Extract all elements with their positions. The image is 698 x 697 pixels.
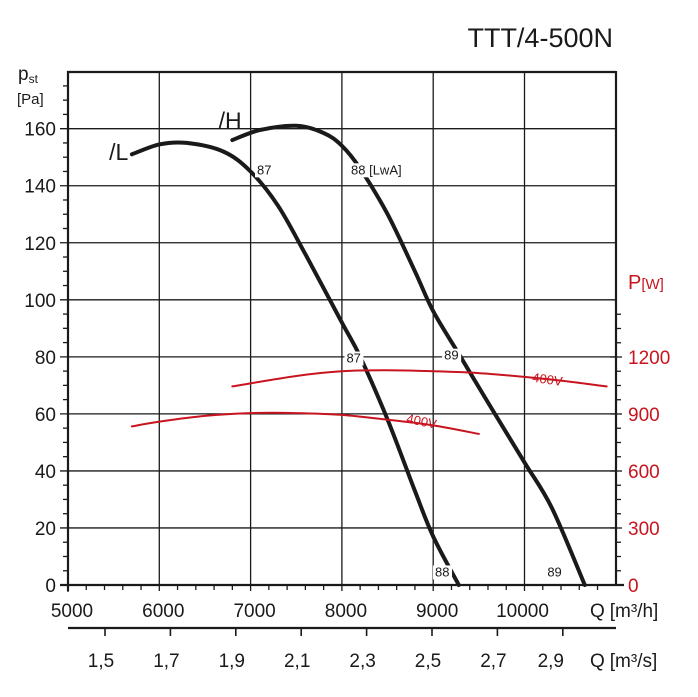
sound-level-label: 89	[547, 564, 561, 579]
sound-level-label: 89	[444, 348, 458, 363]
grid	[60, 72, 616, 591]
y-tick-label: 140	[24, 177, 56, 198]
y-tick-label: 20	[35, 519, 56, 540]
sound-level-label: 87	[346, 351, 360, 366]
y2-tick-label: 0	[628, 576, 639, 597]
x2-tick-label: 2,1	[284, 651, 310, 672]
series-layer	[129, 123, 608, 587]
y-axis-label-sub: st	[29, 72, 39, 86]
y-tick-label: 160	[24, 120, 56, 141]
y-tick-label: 80	[35, 348, 56, 369]
y-tick-label: 120	[24, 234, 56, 255]
y2-tick-label: 1200	[628, 348, 670, 369]
x-tick-label: 7000	[233, 601, 275, 622]
label-background	[433, 565, 453, 580]
y-tick-label: 40	[35, 462, 56, 483]
y2-axis-label-unit: [W]	[641, 276, 664, 293]
series-line-power-2	[231, 369, 608, 388]
series-line-pressure-0	[129, 140, 461, 587]
x-axis-label-main: Q	[590, 601, 605, 622]
voltage-label: 400V	[405, 411, 438, 432]
y2-tick-label: 600	[628, 462, 660, 483]
x2-tick-label: 1,7	[153, 651, 179, 672]
y-axis-label: pst	[18, 64, 39, 86]
label-background	[254, 163, 274, 178]
label-background	[349, 163, 414, 178]
label-background	[545, 565, 565, 580]
curve-label: /H	[219, 108, 242, 134]
sound-level-label: 87	[257, 162, 271, 177]
chart-title: TTT/4-500N	[467, 23, 613, 53]
x-tick-label: 5000	[51, 601, 93, 622]
y2-axis-label: P[W]	[628, 272, 664, 294]
x2-axis-label-unit: [m³/s]	[610, 651, 658, 672]
x2-tick-label: 2,3	[349, 651, 375, 672]
x2-axis-label: Q [m³/s]	[590, 651, 657, 672]
label-background	[344, 351, 364, 366]
x-axis-label-unit: [m³/h]	[610, 601, 659, 622]
series-line-pressure-1	[230, 123, 587, 587]
x-tick-label: 9000	[416, 601, 458, 622]
y-tick-label: 0	[45, 576, 56, 597]
axes	[60, 70, 624, 636]
x-tick-label: 6000	[142, 601, 184, 622]
x2-tick-label: 1,5	[88, 651, 114, 672]
y2-axis-label-main: P	[628, 272, 641, 294]
x-tick-label: 10000	[496, 601, 549, 622]
voltage-label: 400V	[531, 370, 563, 389]
x2-tick-label: 1,9	[219, 651, 245, 672]
y2-tick-label: 900	[628, 405, 660, 426]
y2-tick-label: 300	[628, 519, 660, 540]
y-axis-label-main: p	[18, 64, 29, 85]
x-tick-label: 8000	[325, 601, 367, 622]
x-axis-label: Q [m³/h]	[590, 601, 658, 622]
x2-tick-label: 2,7	[480, 651, 506, 672]
x2-axis-label-main: Q	[590, 651, 605, 672]
series-line-power-3	[130, 411, 480, 435]
label-background	[442, 348, 462, 363]
x2-tick-label: 2,9	[538, 651, 564, 672]
y-tick-label: 60	[35, 405, 56, 426]
curve-label: /L	[109, 139, 128, 165]
sound-level-label: 88	[435, 564, 449, 579]
y-axis-unit: [Pa]	[17, 91, 44, 108]
sound-level-label: 88 [LwA]	[351, 162, 402, 177]
x2-tick-label: 2,5	[415, 651, 441, 672]
y-tick-label: 100	[24, 291, 56, 312]
